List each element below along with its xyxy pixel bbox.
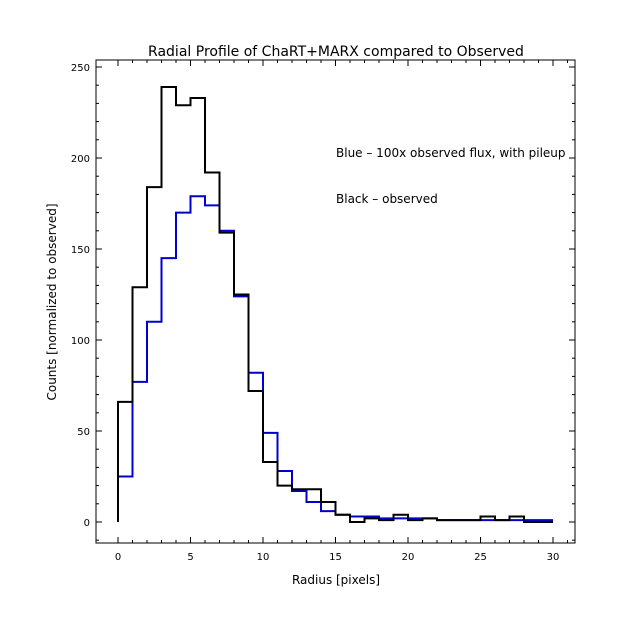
x-tick-label: 20 — [402, 552, 415, 563]
x-tick-label: 30 — [547, 552, 560, 563]
y-tick-label: 100 — [71, 336, 90, 347]
x-tick-label: 0 — [115, 552, 121, 563]
plot-frame — [95, 59, 576, 544]
series-observed-black — [117, 86, 553, 523]
x-tick-label: 15 — [329, 552, 342, 563]
series-pileup-blue — [118, 195, 553, 522]
annotation-blue: Blue – 100x observed flux, with pileup — [336, 146, 566, 160]
y-tick-label: 50 — [77, 427, 90, 438]
y-axis-label: Counts [normalized to observed] — [45, 203, 59, 400]
x-tick-label: 10 — [257, 552, 270, 563]
chart-title: Radial Profile of ChaRT+MARX compared to… — [148, 44, 524, 60]
x-tick-label: 25 — [474, 552, 487, 563]
x-axis-label: Radius [pixels] — [292, 573, 380, 587]
y-tick-label: 0 — [84, 518, 90, 529]
x-tick-label: 5 — [187, 552, 193, 563]
annotation-black: Black – observed — [336, 192, 438, 206]
y-tick-label: 150 — [71, 245, 90, 256]
y-tick-label: 200 — [71, 154, 90, 165]
y-tick-label: 250 — [71, 63, 90, 74]
